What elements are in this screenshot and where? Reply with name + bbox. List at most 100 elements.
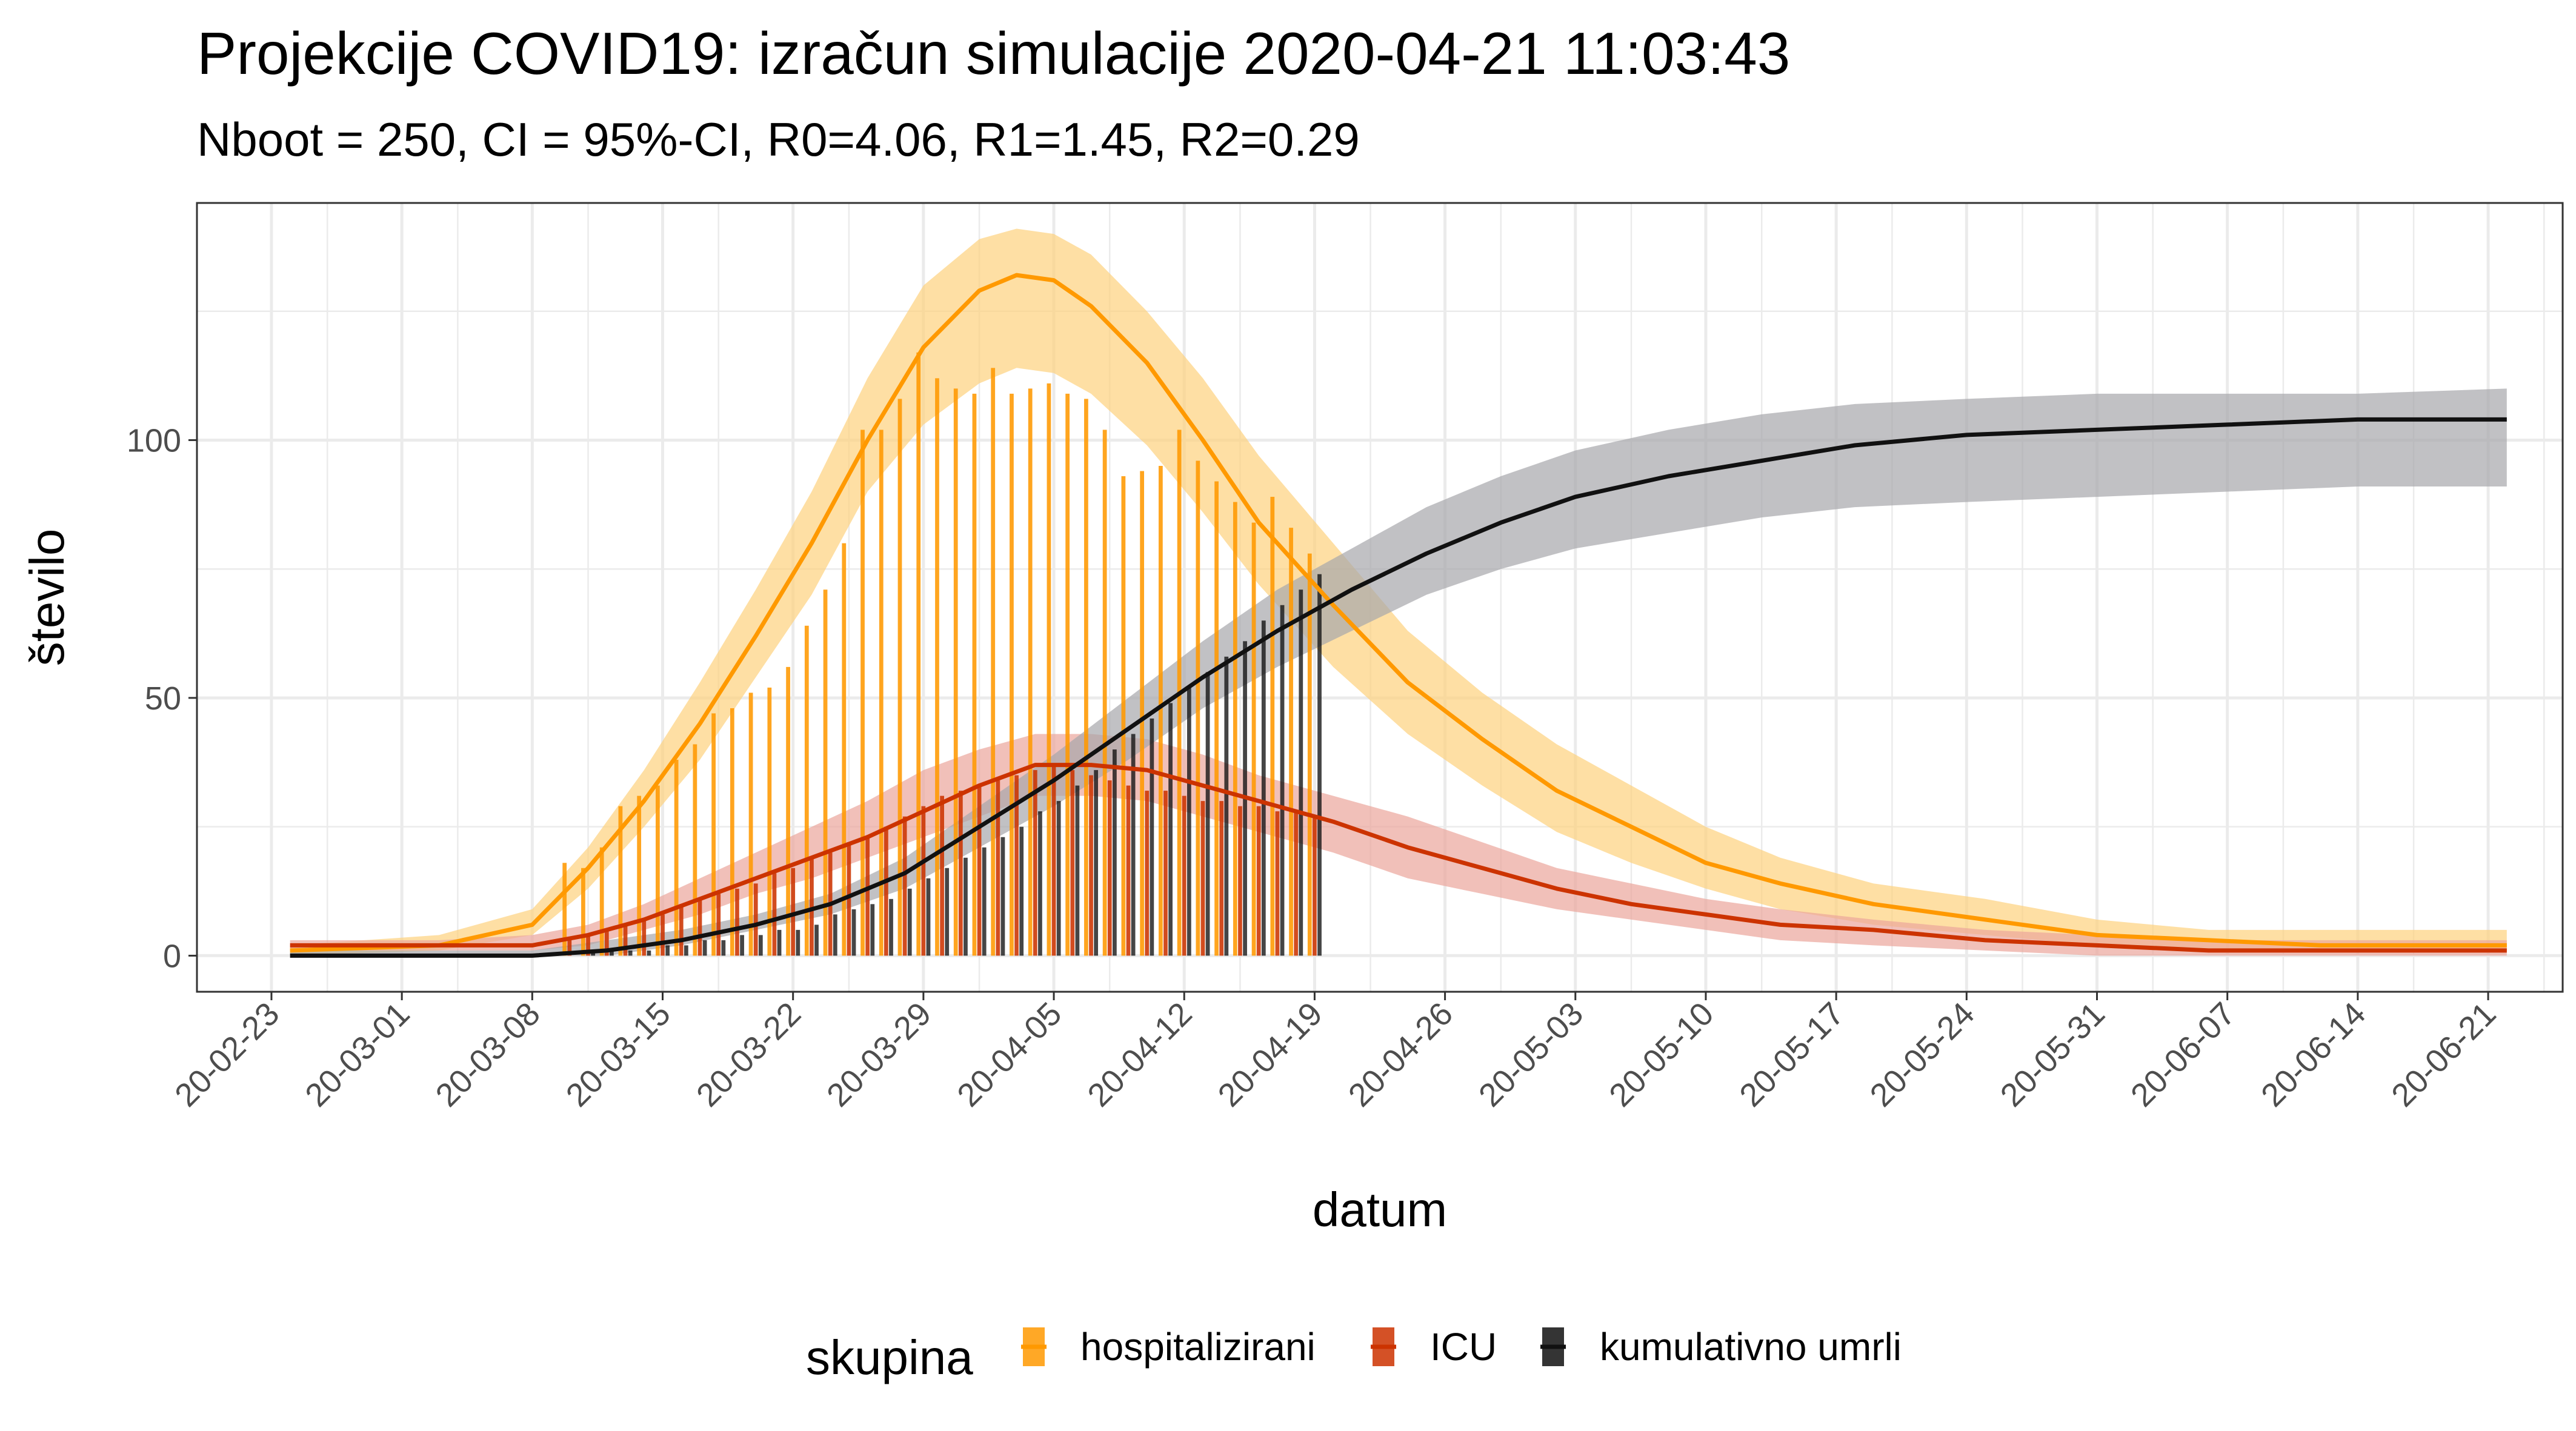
- x-tick-label: 20-05-31: [1994, 995, 2112, 1114]
- bar-ICU: [661, 914, 665, 956]
- bar-kumulativno-umrli: [870, 904, 875, 956]
- legend-label: ICU: [1430, 1325, 1497, 1369]
- bar-kumulativno-umrli: [1094, 770, 1099, 956]
- bar-kumulativno-umrli: [665, 945, 670, 956]
- bar-kumulativno-umrli: [833, 914, 837, 956]
- bar-kumulativno-umrli: [796, 929, 800, 956]
- bar-ICU: [1219, 801, 1224, 956]
- x-tick-label: 20-06-14: [2254, 995, 2372, 1114]
- bar-hospitalizirani: [730, 708, 734, 956]
- bar-ICU: [586, 935, 590, 956]
- x-tick-label: 20-04-26: [1342, 995, 1460, 1114]
- bar-hospitalizirani: [674, 760, 679, 956]
- bar-ICU: [902, 816, 907, 956]
- y-tick-label: 50: [145, 680, 181, 717]
- x-tick-label: 20-06-07: [2124, 995, 2242, 1114]
- bar-kumulativno-umrli: [1038, 811, 1042, 956]
- x-tick-label: 20-06-21: [2385, 995, 2503, 1114]
- x-tick-label: 20-05-03: [1472, 995, 1590, 1114]
- bar-ICU: [604, 929, 609, 956]
- bar-kumulativno-umrli: [1224, 656, 1229, 956]
- band-kumulativno-umrli: [290, 388, 2507, 956]
- x-tick-label: 20-03-29: [820, 995, 938, 1114]
- bar-hospitalizirani: [618, 806, 623, 956]
- bar-ICU: [623, 925, 628, 956]
- bar-ICU: [977, 785, 982, 956]
- plot-panel: [196, 202, 2564, 993]
- bar-hospitalizirani: [1251, 522, 1256, 956]
- bar-ICU: [791, 868, 796, 956]
- bar-ICU: [772, 873, 777, 956]
- bar-ICU: [1200, 801, 1205, 956]
- bar-hospitalizirani: [656, 785, 660, 956]
- x-tick-label: 20-03-15: [559, 995, 677, 1114]
- bar-kumulativno-umrli: [1113, 749, 1117, 956]
- bar-hospitalizirani: [972, 393, 977, 956]
- bar-kumulativno-umrli: [945, 868, 950, 956]
- bar-hospitalizirani: [562, 863, 567, 956]
- x-tick-label: 20-04-19: [1211, 995, 1330, 1114]
- bar-hospitalizirani: [767, 687, 772, 956]
- x-tick-label: 20-03-01: [298, 995, 416, 1114]
- bar-ICU: [1182, 795, 1186, 956]
- bar-kumulativno-umrli: [889, 898, 893, 956]
- bar-hospitalizirani: [991, 368, 996, 956]
- bar-hospitalizirani: [860, 430, 865, 956]
- bar-hospitalizirani: [953, 388, 958, 956]
- bar-hospitalizirani: [637, 795, 642, 956]
- bar-ICU: [1033, 770, 1037, 956]
- chart-title: Projekcije COVID19: izračun simulacije 2…: [197, 20, 1790, 87]
- x-axis-title: datum: [1313, 1183, 1447, 1237]
- x-tick-label: 20-03-22: [690, 995, 808, 1114]
- bar-hospitalizirani: [1028, 388, 1033, 956]
- bar-ICU: [642, 919, 647, 956]
- bar-kumulativno-umrli: [1205, 672, 1210, 956]
- x-tick-label: 20-05-17: [1732, 995, 1851, 1114]
- legend-item-kumulativno-umrli: kumulativno umrli: [1540, 1325, 1902, 1369]
- bar-ICU: [679, 904, 684, 956]
- bar-ICU: [1051, 765, 1056, 956]
- observed-bars: [562, 352, 1322, 956]
- bar-kumulativno-umrli: [907, 888, 912, 956]
- bar-kumulativno-umrli: [628, 950, 633, 956]
- legend-label: kumulativno umrli: [1600, 1325, 1902, 1369]
- line-ICU: [290, 763, 2507, 953]
- bar-kumulativno-umrli: [1000, 837, 1005, 956]
- bar-hospitalizirani: [786, 666, 790, 956]
- bar-hospitalizirani: [581, 868, 585, 956]
- bar-hospitalizirani: [879, 430, 884, 956]
- legend-item-ICU: ICU: [1371, 1325, 1497, 1369]
- bar-hospitalizirani: [1102, 430, 1107, 956]
- bar-ICU: [810, 857, 814, 956]
- bar-ICU: [1126, 785, 1131, 956]
- legend: skupina hospitalizirani ICU kumulativno um…: [806, 1325, 1902, 1384]
- bar-ICU: [753, 883, 758, 956]
- x-tick-label: 20-03-08: [429, 995, 547, 1114]
- x-tick-label: 20-04-05: [950, 995, 1068, 1114]
- bar-kumulativno-umrli: [851, 909, 856, 956]
- bar-ICU: [1145, 791, 1150, 956]
- bar-hospitalizirani: [1214, 481, 1219, 956]
- bar-kumulativno-umrli: [777, 929, 782, 956]
- bar-kumulativno-umrli: [758, 935, 763, 956]
- bar-kumulativno-umrli: [721, 940, 726, 956]
- bar-hospitalizirani: [823, 589, 828, 956]
- bar-kumulativno-umrli: [1075, 785, 1080, 956]
- projection-lines: [290, 273, 2507, 958]
- bar-hospitalizirani: [711, 713, 716, 956]
- bar-hospitalizirani: [1084, 399, 1088, 956]
- bar-hospitalizirani: [897, 399, 902, 956]
- bar-hospitalizirani: [599, 847, 604, 956]
- bar-ICU: [1107, 780, 1112, 956]
- bar-ICU: [1275, 811, 1280, 956]
- bar-hospitalizirani: [1121, 476, 1126, 956]
- bar-hospitalizirani: [804, 625, 809, 956]
- y-tick-label: 100: [127, 422, 181, 459]
- bar-hospitalizirani: [1140, 471, 1145, 956]
- legend-item-hospitalizirani: hospitalizirani: [1021, 1325, 1316, 1369]
- legend-items: hospitalizirani ICU kumulativno umrli: [1021, 1325, 1902, 1369]
- bar-kumulativno-umrli: [1261, 620, 1266, 956]
- plot-border: [196, 202, 2564, 993]
- x-axis: 20-02-23 20-03-01 20-03-08 20-03-15 20-03-22…: [168, 992, 2503, 1114]
